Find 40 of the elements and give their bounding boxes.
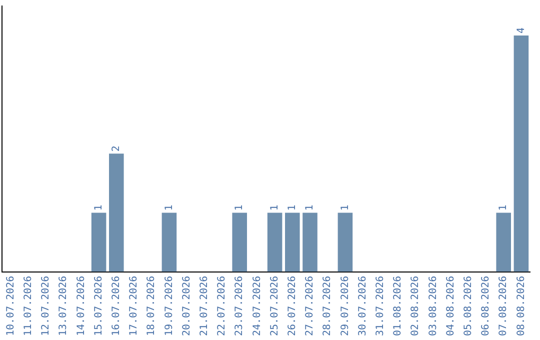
data-label: 1 [498,204,510,211]
x-tick-label: 19.07.2026 [164,276,175,336]
x-tick-label: 02.08.2026 [410,276,422,336]
data-label: 1 [93,204,104,211]
x-tick-label: 26.07.2026 [286,276,298,336]
x-tick-label: 29.07.2026 [340,276,351,336]
x-tick-label: 06.08.2026 [480,276,492,336]
x-tick-label: 14.07.2026 [76,276,87,336]
x-tick-label: 05.08.2026 [462,276,474,336]
x-tick-label: 22.07.2026 [216,276,228,336]
data-label: 1 [340,204,351,211]
x-tick-label: 13.07.2026 [58,276,70,336]
x-tick-label: 28.07.2026 [322,276,334,336]
x-tick-label: 16.07.2026 [110,276,122,336]
x-tick-label: 01.08.2026 [392,276,404,336]
x-tick-label: 24.07.2026 [252,276,263,336]
x-tick-label: 27.07.2026 [304,276,316,336]
x-tick-label: 30.07.2026 [357,276,368,336]
x-tick-label: 17.07.2026 [128,276,140,336]
x-tick-label: 07.08.2026 [498,276,510,336]
x-tick-label: 08.08.2026 [516,276,527,336]
x-tick-label: 23.07.2026 [234,276,246,336]
data-label: 4 [516,28,527,34]
data-label: 1 [286,204,298,211]
x-tick-label: 25.07.2026 [269,276,280,336]
data-label: 1 [304,204,316,211]
data-label: 1 [164,204,175,211]
x-tick-label: 18.07.2026 [146,276,158,336]
x-tick-label: 15.07.2026 [93,276,104,336]
x-tick-label: 04.08.2026 [445,276,456,336]
x-tick-label: 11.07.2026 [22,276,34,336]
x-tick-label: 10.07.2026 [5,276,16,336]
x-tick-label: 21.07.2026 [198,276,210,336]
x-tick-label: 31.07.2026 [374,276,386,336]
data-label: 1 [234,204,246,211]
data-label: 2 [110,146,122,152]
x-tick-label: 03.08.2026 [428,276,439,336]
data-label: 1 [269,204,280,211]
x-tick-label: 20.07.2026 [181,276,192,336]
x-tick-label: 12.07.2026 [40,276,52,336]
